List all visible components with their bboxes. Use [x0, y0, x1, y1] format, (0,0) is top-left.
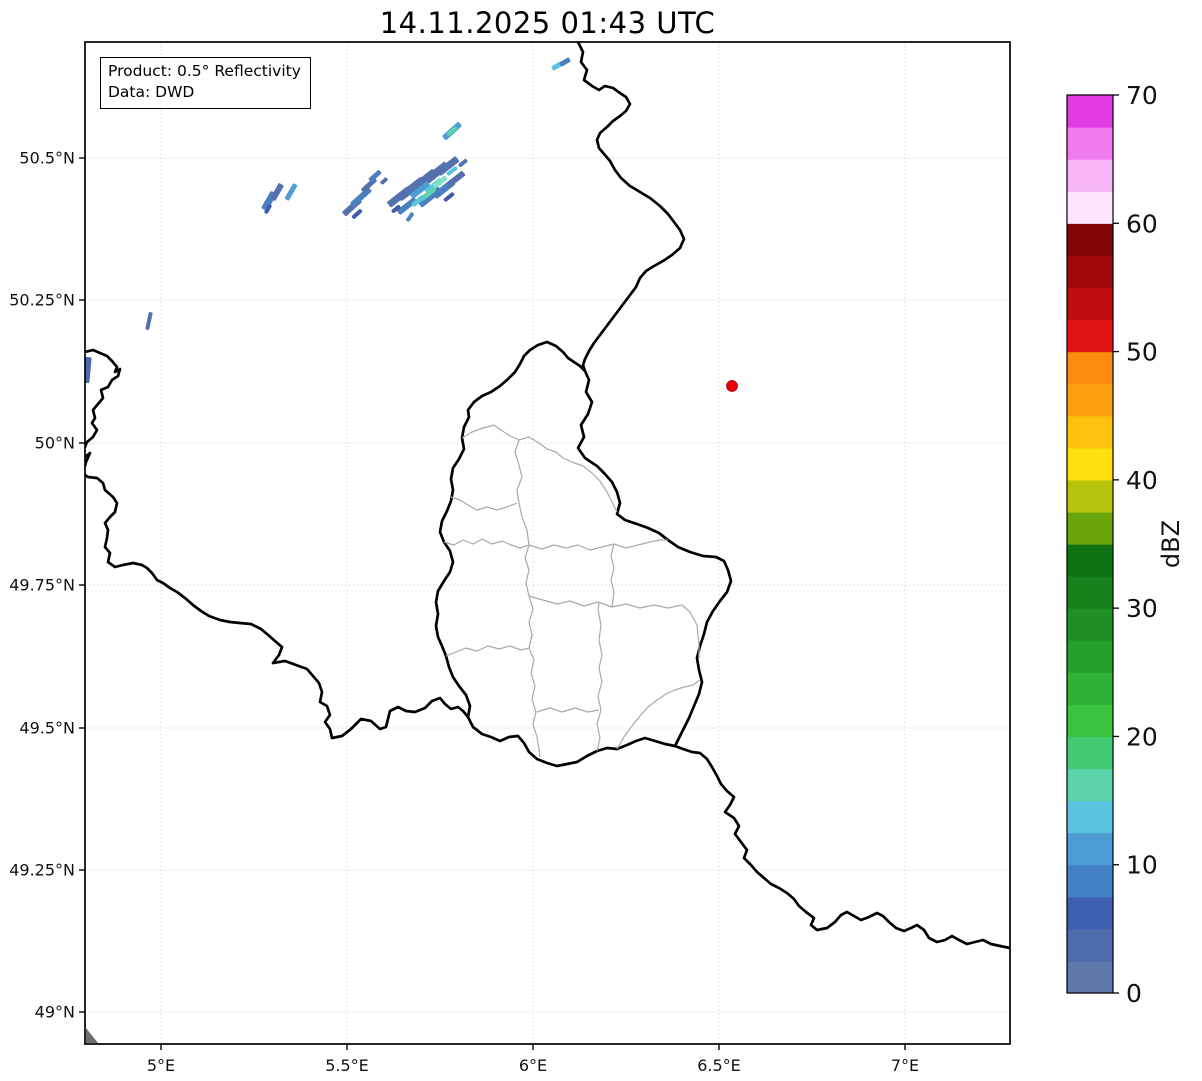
radar-echo [380, 177, 388, 185]
x-tick-label: 7°E [891, 1056, 919, 1075]
colorbar-segment [1067, 223, 1113, 256]
radar-echo [443, 192, 455, 202]
colorbar-segment [1067, 159, 1113, 192]
colorbar-segment [1067, 800, 1113, 834]
colorbar-segment [1067, 768, 1113, 802]
x-tick-label: 6°E [519, 1056, 547, 1075]
y-tick-label: 49.5°N [19, 719, 75, 738]
colorbar-segment [1067, 704, 1113, 738]
lat-lon-gridlines [85, 42, 1010, 1044]
border-belgium-germany [576, 42, 686, 373]
colorbar-segment [1067, 672, 1113, 705]
colorbar-segment [1067, 960, 1113, 994]
colorbar-segment [1067, 319, 1113, 353]
colorbar-segment [1067, 447, 1113, 481]
colorbar-tick-label: 30 [1126, 594, 1158, 623]
map-corner-artifact [86, 1028, 98, 1043]
reflectivity-colorbar: 0 10 20 30 40 50 60 70 dBZ [1066, 81, 1185, 1008]
radar-echo [446, 171, 466, 187]
radar-echo [264, 204, 272, 214]
radar-echo [350, 187, 372, 207]
colorbar-segment [1067, 576, 1113, 609]
radar-echo [284, 183, 298, 201]
y-tick-label: 49°N [35, 1003, 75, 1022]
x-tick-label: 6.5°E [697, 1056, 741, 1075]
colorbar-tick-label: 40 [1126, 466, 1158, 495]
data-source-line: Data: DWD [108, 83, 195, 102]
radar-echo [446, 166, 458, 176]
colorbar-tick-label: 60 [1126, 209, 1158, 238]
colorbar-segment [1067, 415, 1113, 449]
axis-ticks [79, 157, 906, 1050]
radar-echo [559, 57, 571, 67]
colorbar-tick-label: 20 [1126, 722, 1158, 751]
radar-echo [446, 126, 458, 136]
y-tick-label: 50.5°N [19, 149, 75, 168]
border-france-germany [673, 744, 1010, 950]
colorbar-unit-label: dBZ [1157, 520, 1185, 568]
radar-site-marker [726, 380, 738, 392]
colorbar-segment [1067, 351, 1113, 385]
colorbar-segment [1067, 640, 1113, 673]
y-tick-label: 49.25°N [9, 861, 75, 880]
radar-echo [410, 181, 430, 199]
radar-echo [458, 158, 468, 168]
y-tick-label: 50.25°N [9, 291, 75, 310]
colorbar-segment [1067, 95, 1113, 128]
radar-echo [85, 356, 92, 384]
colorbar-segment [1067, 255, 1113, 289]
colorbar-segment [1067, 287, 1113, 321]
colorbar-segment [1067, 896, 1113, 930]
axis-tick-labels: 5°E 5.5°E 6°E 6.5°E 7°E 50.5°N 50.25°N 50°N 49.7… [9, 149, 919, 1076]
product-line: Product: 0.5° Reflectivity [108, 62, 301, 80]
radar-echo [406, 212, 414, 222]
colorbar-segment [1067, 864, 1113, 898]
radar-echo [436, 156, 460, 176]
border-luxembourg-outline [434, 340, 733, 768]
product-annotation-box: Product: 0.5° Reflectivity Data: DWD [100, 57, 311, 109]
border-france-belgium [85, 348, 470, 740]
radar-echo [411, 195, 425, 207]
x-tick-label: 5°E [147, 1056, 175, 1075]
colorbar-tick-label: 70 [1126, 81, 1158, 110]
radar-echo [391, 204, 401, 214]
y-tick-label: 50°N [35, 434, 75, 453]
colorbar-segment [1067, 608, 1113, 641]
radar-echo [368, 170, 382, 182]
colorbar-segment [1067, 832, 1113, 866]
colorbar-tick-label: 50 [1126, 338, 1158, 367]
colorbar-segment [1067, 511, 1113, 545]
colorbar-segment [1067, 544, 1113, 577]
colorbar-segment [1067, 928, 1113, 962]
colorbar-segment [1067, 383, 1113, 417]
map-frame [84, 41, 1011, 1045]
x-tick-label: 5.5°E [325, 1056, 369, 1075]
colorbar-segment [1067, 479, 1113, 513]
luxembourg-canton-borders [443, 424, 701, 758]
colorbar-segment [1067, 736, 1113, 770]
radar-echo [361, 177, 377, 193]
figure-title: 14.11.2025 01:43 UTC [379, 6, 716, 40]
radar-echo [432, 175, 448, 189]
colorbar-segment [1067, 191, 1113, 224]
radar-echo [145, 312, 153, 330]
colorbar-tick-label: 10 [1126, 851, 1158, 880]
colorbar-tick-label: 0 [1126, 979, 1142, 1008]
radar-echo [270, 183, 284, 201]
y-tick-label: 49.75°N [9, 576, 75, 595]
colorbar-segment [1067, 127, 1113, 160]
radar-echo [397, 197, 417, 215]
radar-echo-cells [85, 57, 571, 384]
radar-echo [351, 209, 363, 219]
